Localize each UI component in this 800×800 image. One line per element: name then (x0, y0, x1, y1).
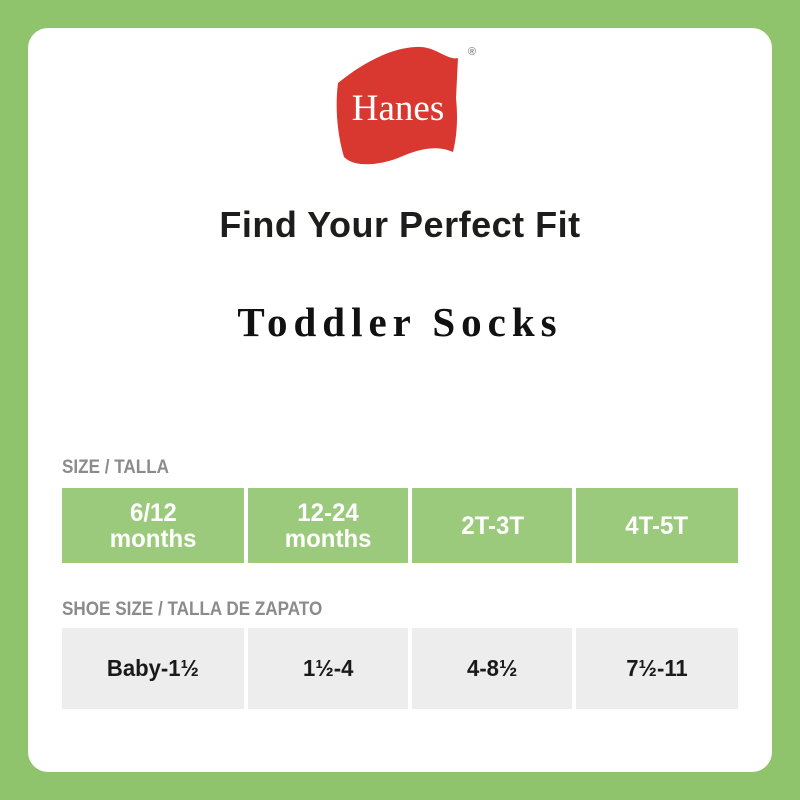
size-table-row: 6/12 months 12-24 months 2T-3T 4T-5T (62, 488, 738, 563)
size-cell-6-12-months: 6/12 months (62, 488, 244, 563)
shoe-cell-4-8half: 4-8½ (412, 628, 573, 709)
size-cell-line2: months (109, 524, 197, 553)
size-cell-line2: months (284, 524, 372, 553)
registered-trademark-symbol: ® (467, 46, 476, 58)
shoe-cell-value: 4-8½ (467, 655, 518, 681)
shoe-cell-value: Baby-1½ (106, 655, 199, 681)
shoe-cell-1half-4: 1½-4 (247, 628, 409, 709)
shoe-cell-value: 7½-11 (626, 655, 688, 681)
size-cell-line1: 12-24 (297, 498, 359, 527)
shoe-cell-7half-11: 7½-11 (576, 628, 738, 709)
shoe-cell-value: 1½-4 (302, 655, 354, 681)
size-cell-2t-3t: 2T-3T (412, 488, 573, 563)
hanes-logo-text: Hanes (352, 88, 444, 129)
shoe-cell-baby: Baby-1½ (62, 628, 244, 709)
brand-logo: Hanes ® (336, 44, 476, 170)
shoe-size-table-row: Baby-1½ 1½-4 4-8½ 7½-11 (62, 628, 738, 709)
shoe-size-table-label: SHOE SIZE / TALLA DE ZAPATO (62, 599, 323, 620)
product-name: Toddler Socks (237, 299, 563, 345)
size-cell-12-24-months: 12-24 months (247, 488, 409, 563)
page-title: Find Your Perfect Fit (219, 204, 581, 245)
size-cell-line1: 6/12 (129, 498, 177, 527)
size-cell-4t-5t: 4T-5T (576, 488, 738, 563)
size-cell-line1: 2T-3T (461, 511, 524, 540)
hanes-flag-icon: Hanes (336, 46, 458, 165)
content-card: Hanes ® Find Your Perfect Fit Toddler So… (28, 28, 772, 772)
size-table-label: SIZE / TALLA (62, 457, 170, 478)
size-cell-line1: 4T-5T (625, 511, 689, 540)
